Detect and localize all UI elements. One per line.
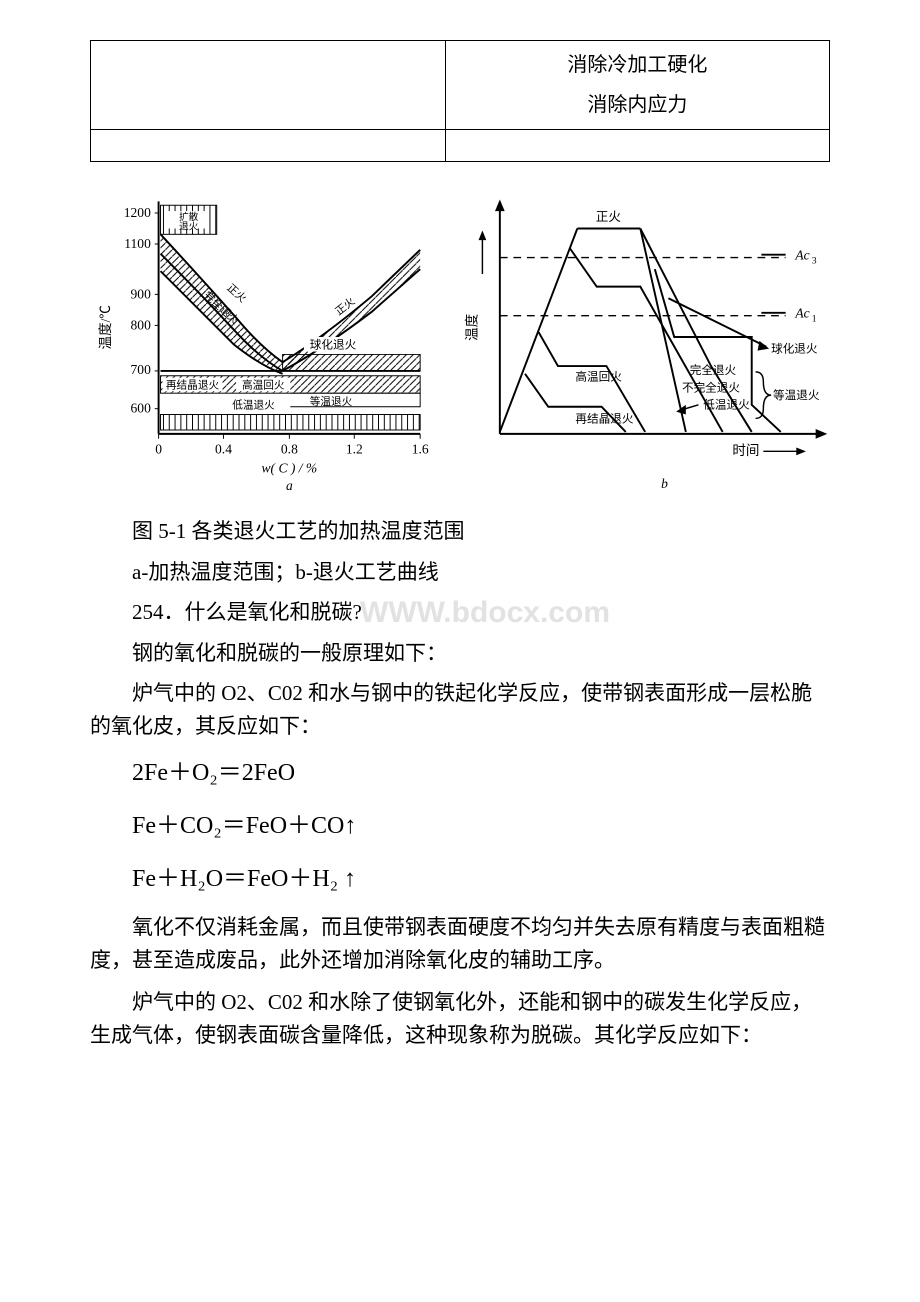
svg-text:w( C ) / %: w( C ) / % [262,461,318,477]
diagram-row: 1200 1100 900 800 700 600 [90,182,830,497]
annealing-table: 消除冷加工硬化 消除内应力 [90,40,830,162]
svg-text:低温退火: 低温退火 [703,398,750,412]
svg-text:1.2: 1.2 [346,441,363,456]
svg-text:600: 600 [131,401,152,416]
cell-text: 消除冷加工硬化 [456,45,819,85]
svg-text:1.6: 1.6 [412,441,429,456]
svg-text:700: 700 [131,362,152,377]
svg-text:球化退火: 球化退火 [771,342,818,356]
paragraph: 钢的氧化和脱碳的一般原理如下： [132,637,830,670]
svg-text:时间: 时间 [732,443,759,458]
svg-text:Ac: Ac [794,248,809,263]
svg-text:温度/℃: 温度/℃ [98,305,113,349]
svg-text:高温回火: 高温回火 [575,370,622,384]
paragraph: 炉气中的 O2、C02 和水与钢中的铁起化学反应，使带钢表面形成一层松脆的氧化皮… [90,677,830,742]
table-cell-right: 消除冷加工硬化 消除内应力 [445,41,829,130]
svg-text:800: 800 [131,317,152,332]
svg-text:等温退火: 等温退火 [773,388,820,402]
paragraph: 氧化不仅消耗金属，而且使带钢表面硬度不均匀并失去原有精度与表面粗糙度，甚至造成废… [90,911,830,976]
svg-text:3: 3 [812,255,817,266]
svg-text:b: b [661,476,668,491]
table-cell-left [91,41,446,130]
chart-a-svg: 1200 1100 900 800 700 600 [90,182,450,492]
svg-text:等温退火: 等温退火 [310,395,353,408]
svg-text:0.4: 0.4 [215,441,232,456]
figure-caption: 图 5-1 各类退火工艺的加热温度范围 [132,515,830,548]
figure-subcaption: a-加热温度范围；b-退火工艺曲线 [132,556,830,589]
svg-text:0.8: 0.8 [281,441,298,456]
svg-text:1200: 1200 [124,205,151,220]
svg-text:900: 900 [131,286,152,301]
cell-text: 消除内应力 [456,85,819,125]
svg-text:1100: 1100 [124,236,151,251]
equation-1: 2Fe＋O₂＝2FeO [132,752,830,787]
svg-text:正火: 正火 [596,210,622,224]
chart-b-svg: Ac3 Ac1 正火 完全退火 不完全退火 球化退火 高温回火 [460,182,840,492]
svg-text:温度: 温度 [465,313,480,341]
svg-text:低温退火: 低温退火 [232,399,275,412]
equation-3: Fe＋H₂O＝FeO＋H₂ ↑ [132,858,830,893]
chart-b: Ac3 Ac1 正火 完全退火 不完全退火 球化退火 高温回火 [460,182,840,497]
svg-text:不完全退火: 不完全退火 [682,380,740,394]
svg-text:高温回火: 高温回火 [242,378,285,391]
svg-text:正火: 正火 [224,282,248,305]
svg-text:再结晶退火: 再结晶退火 [166,378,220,391]
svg-text:a: a [286,478,293,492]
svg-text:0: 0 [155,441,162,456]
svg-text:1: 1 [812,314,817,325]
equation-2: Fe＋CO₂＝FeO＋CO↑ [132,805,830,840]
table-cell-empty [91,130,446,162]
svg-text:再结晶退火: 再结晶退火 [575,412,633,425]
svg-text:退火: 退火 [179,220,199,232]
paragraph: 炉气中的 O2、C02 和水除了使钢氧化外，还能和钢中的碳发生化学反应，生成气体… [90,986,830,1051]
svg-text:完全退火: 完全退火 [690,363,737,377]
question-254: 254．什么是氧化和脱碳? [132,596,830,629]
svg-text:Ac: Ac [794,306,809,321]
chart-a: 1200 1100 900 800 700 600 [90,182,450,497]
table-cell-empty [445,130,829,162]
svg-text:球化退火: 球化退火 [310,338,357,352]
